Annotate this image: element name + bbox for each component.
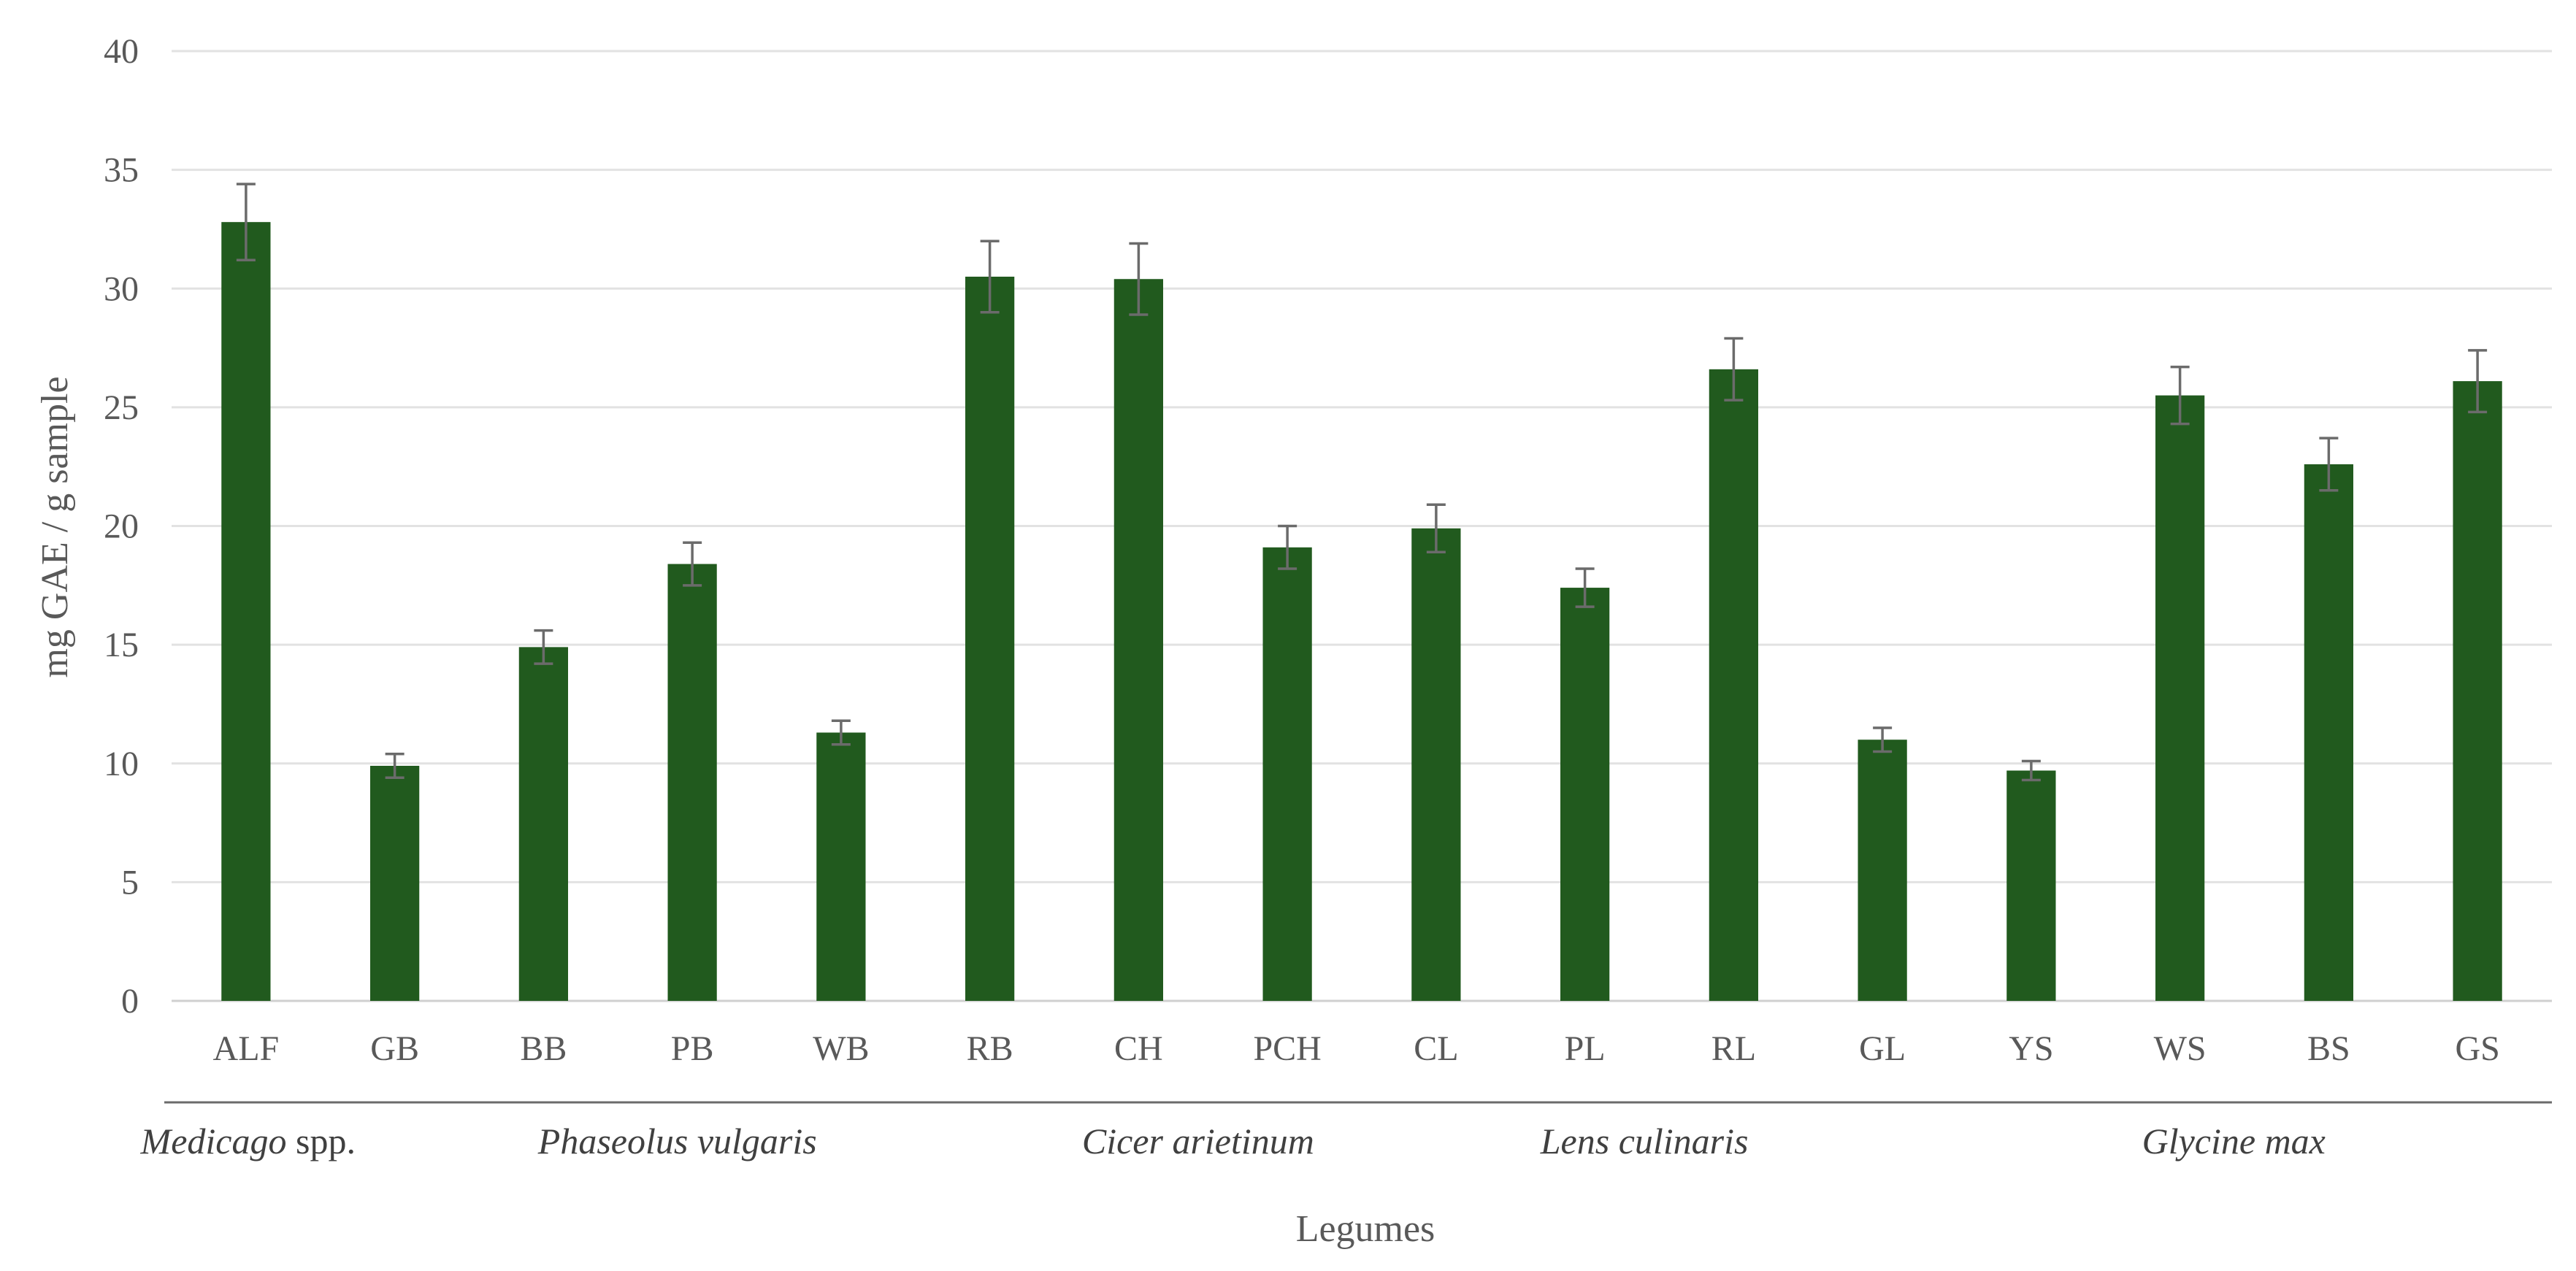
error-bar-pch: [1278, 524, 1297, 570]
error-bar-rl: [1724, 337, 1744, 402]
y-tick-label: 30: [104, 269, 139, 308]
error-bar-ws: [2170, 365, 2190, 426]
y-tick-label: 10: [104, 745, 139, 783]
y-tick-label: 40: [104, 32, 139, 71]
x-tick-label-gb: GB: [370, 1029, 419, 1068]
bar-pl: [1560, 588, 1610, 1001]
error-bar-alf: [236, 183, 256, 261]
group-label: Phaseolus vulgaris: [537, 1121, 817, 1161]
x-tick-label-gs: GS: [2455, 1029, 2499, 1068]
group-label: Lens culinaris: [1540, 1121, 1749, 1161]
y-tick-label: 5: [121, 863, 139, 902]
error-bar-bs: [2319, 437, 2339, 492]
x-tick-label-gl: GL: [1859, 1029, 1906, 1068]
x-tick-label-pb: PB: [671, 1029, 714, 1068]
x-tick-labels: ALF GB BB PB WB RB CH PCH CL PL RL GL YS WS BS GS: [213, 1029, 2500, 1068]
bar-pb: [667, 564, 717, 1001]
grid-lines: [172, 50, 2552, 1002]
bar-bs: [2304, 464, 2353, 1001]
x-tick-label-ch: CH: [1114, 1029, 1163, 1068]
bar-rl: [1709, 369, 1758, 1002]
bar-cl: [1411, 528, 1461, 1001]
group-glycine-max: Glycine max: [1915, 1101, 2552, 1161]
x-tick-label-pl: PL: [1565, 1029, 1606, 1068]
error-bar-wb: [831, 719, 851, 746]
group-cicer-arietinum: Cicer arietinum: [1023, 1101, 1373, 1161]
error-bars: [236, 183, 2488, 782]
error-bar-rb: [980, 239, 1000, 314]
x-tick-label-cl: CL: [1414, 1029, 1458, 1068]
bar-gb: [370, 766, 420, 1001]
x-tick-label-pch: PCH: [1253, 1029, 1321, 1068]
bar-wb: [816, 732, 866, 1001]
x-tick-label-alf: ALF: [213, 1029, 280, 1068]
x-tick-label-ws: WS: [2154, 1029, 2207, 1068]
bar-pch: [1262, 547, 1312, 1001]
error-bar-gb: [385, 752, 405, 780]
x-tick-label-rb: RB: [967, 1029, 1013, 1068]
bar-alf: [221, 222, 271, 1002]
x-axis-title: Legumes: [1296, 1208, 1435, 1250]
error-bar-bb: [534, 629, 553, 665]
bar-ws: [2155, 395, 2205, 1001]
group-label: Glycine max: [2142, 1121, 2326, 1161]
error-bar-gl: [1873, 726, 1893, 753]
group-phaseolus-vulgaris: Phaseolus vulgaris: [279, 1101, 1076, 1161]
bar-bb: [518, 647, 568, 1001]
x-tick-label-ys: YS: [2009, 1029, 2053, 1068]
y-tick-label: 15: [104, 626, 139, 664]
error-bar-ch: [1129, 242, 1149, 316]
group-lens-culinaris: Lens culinaris: [1320, 1101, 1969, 1161]
error-bar-pl: [1575, 567, 1595, 608]
x-tick-label-bs: BS: [2307, 1029, 2350, 1068]
y-tick-label: 25: [104, 388, 139, 427]
y-tick-labels: 0 5 10 15 20 25 30 35 40: [104, 32, 139, 1021]
bar-ch: [1113, 279, 1163, 1001]
species-groups: Medicago spp. Phaseolus vulgaris Cicer ari…: [140, 1101, 2552, 1161]
bar-rb: [965, 276, 1015, 1001]
y-tick-label: 35: [104, 151, 139, 190]
y-tick-label: 0: [121, 982, 139, 1021]
x-tick-label-rl: RL: [1711, 1029, 1756, 1068]
bar-gs: [2453, 381, 2502, 1001]
error-bar-ys: [2021, 759, 2041, 782]
bars: [221, 222, 2502, 1002]
group-medicago: Medicago spp.: [140, 1101, 356, 1161]
group-label: Cicer arietinum: [1082, 1121, 1314, 1161]
error-bar-pb: [683, 541, 702, 587]
y-tick-label: 20: [104, 507, 139, 546]
x-tick-label-bb: BB: [520, 1029, 567, 1068]
group-label: Medicago spp.: [140, 1121, 356, 1161]
bar-gl: [1858, 740, 1907, 1001]
error-bar-gs: [2468, 349, 2488, 414]
x-tick-label-wb: WB: [813, 1029, 869, 1068]
error-bar-cl: [1426, 503, 1446, 554]
y-axis-title: mg GAE / g sample: [34, 376, 76, 677]
bar-ys: [2006, 770, 2056, 1001]
